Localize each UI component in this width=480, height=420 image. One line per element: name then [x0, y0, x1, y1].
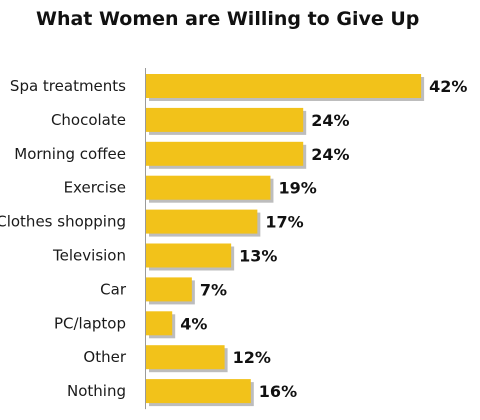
- value-label: 16%: [259, 382, 297, 401]
- bar: [146, 345, 225, 370]
- value-label: 17%: [265, 213, 303, 232]
- bar: [146, 107, 304, 132]
- value-label: 24%: [311, 111, 349, 130]
- value-label: 24%: [311, 145, 349, 164]
- value-label: 7%: [200, 280, 227, 299]
- category-label: Clothes shopping: [0, 213, 126, 231]
- bar: [146, 74, 422, 98]
- category-label: Nothing: [67, 382, 126, 400]
- chart-title: What Women are Willing to Give Up: [36, 8, 420, 30]
- category-label: Other: [83, 348, 126, 366]
- value-label: 13%: [239, 247, 277, 266]
- value-label: 4%: [180, 314, 207, 333]
- category-label: Morning coffee: [14, 145, 126, 163]
- bars-layer: Spa treatments 42% Chocolate 24% Morning cof…: [0, 74, 467, 407]
- category-label: Chocolate: [51, 111, 126, 129]
- bar: [146, 311, 173, 336]
- category-label: PC/laptop: [54, 314, 126, 332]
- category-label: Car: [100, 280, 127, 298]
- bar: [146, 277, 192, 302]
- bar: [146, 175, 271, 200]
- value-label: 19%: [278, 179, 316, 198]
- value-label: 12%: [233, 348, 271, 367]
- value-label: 42%: [429, 77, 467, 96]
- bar: [146, 209, 258, 234]
- bar: [146, 379, 251, 404]
- category-label: Spa treatments: [10, 77, 126, 95]
- category-label: Exercise: [64, 179, 126, 197]
- bar: [146, 243, 232, 268]
- bar: [146, 141, 304, 166]
- category-label: Television: [52, 247, 126, 265]
